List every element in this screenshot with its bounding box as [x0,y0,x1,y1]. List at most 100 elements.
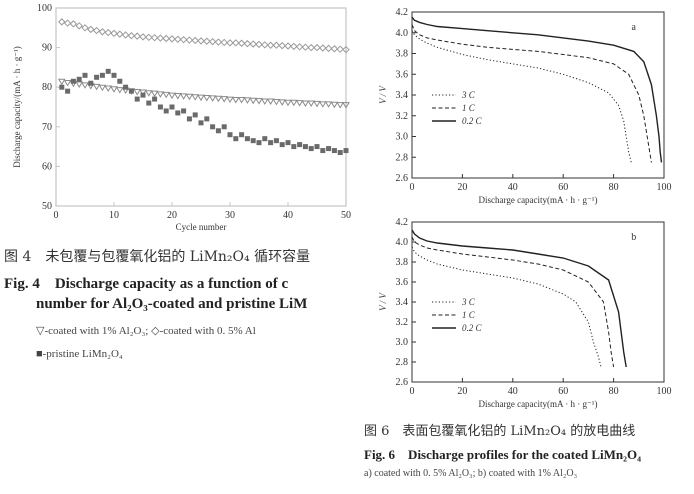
fig6b-x-tick-label: 80 [609,386,619,397]
fig4-point-square [186,116,192,122]
fig4-point-triangle [110,86,118,93]
fig6a-x-tick-label: 60 [558,182,568,193]
fig4-point-square [239,132,245,138]
fig4-x-axis-label: Cycle number [176,222,227,232]
fig4-point-triangle [289,99,298,107]
fig4-point-diamond [324,44,333,53]
fig4-point-square [273,138,279,144]
fig4-point-diamond [75,22,83,30]
fig6a-y-tick-label: 3.4 [396,90,409,101]
fig6-caption-zh: 图 6 表面包覆氧化铝的 LiMn₂O₄ 的放电曲线 [364,424,636,439]
fig4-point-diamond [121,31,130,39]
fig4-point-triangle [185,93,194,101]
fig6b-legend-label: 3 C [461,297,476,307]
fig4-point-triangle [115,87,124,94]
fig4-point-triangle [197,94,205,102]
fig4-point-diamond [255,40,263,49]
fig4-point-square [268,140,274,146]
fig4-point-square [204,116,210,122]
fig6b-x-tick-label: 60 [558,386,568,397]
fig4-point-diamond [290,42,298,51]
fig6b-series-dotted [411,246,602,368]
fig4-point-square [233,136,239,142]
fig4-point-diamond [156,34,165,42]
fig6a-panel-label: a [632,22,637,33]
fig4-point-triangle [150,90,159,98]
fig4-point-diamond [307,43,315,52]
fig6a-x-axis-label: Discharge capacity(mA · h · g⁻¹) [479,195,598,205]
fig4-point-diamond [191,36,199,45]
fig4-y-tick-label: 100 [37,3,52,14]
fig4-point-diamond [278,41,286,50]
fig4-y-tick-label: 50 [42,201,52,212]
fig4-point-diamond [81,24,89,32]
fig4-point-diamond [266,41,275,49]
fig4-point-triangle [156,91,165,98]
fig4-point-square [111,72,117,78]
fig4-point-square [88,80,94,86]
fig4-point-square [343,148,349,154]
fig4-point-triangle [144,90,153,97]
fig4-point-diamond [174,35,182,43]
fig4-caption-en-line1: Fig. 4 Discharge capacity as a function … [4,276,289,292]
fig6b-panel-label: b [631,232,636,243]
fig4-point-diamond [214,38,223,46]
fig4-point-square [157,104,163,110]
fig4-point-square [221,124,227,130]
fig4-point-triangle [278,99,287,106]
fig6b-y-tick-label: 2.6 [396,377,409,388]
fig4-point-square [227,132,233,138]
fig6b-x-tick-label: 40 [508,386,518,397]
fig4-point-square [244,136,250,142]
fig4-point-square [128,88,134,94]
fig4-point-diamond [197,37,205,45]
fig4-point-square [314,144,320,150]
fig4-y-tick-label: 80 [42,82,52,93]
fig4-point-square [279,142,285,148]
fig4-point-square [320,148,326,154]
fig6a-chart: 0 20 40 60 80 100 2.6 2.8 3.0 3.2 3.4 3.6 3.8 4.0 4.2 D… [378,7,672,205]
fig4-point-square [169,104,175,110]
fig4-point-triangle [266,98,275,106]
fig6b-chart: 0 20 40 60 80 100 2.6 2.8 3.0 3.2 3.4 3.6 3.8 4.0 4.2 D… [378,217,672,409]
fig4-point-diamond [330,45,339,53]
fig6a-y-tick-label: 3.6 [396,69,409,80]
fig4-point-diamond [237,39,246,47]
fig4-point-triangle [260,98,269,106]
fig6a-series-dotted [411,30,632,163]
fig4-point-triangle [133,89,142,96]
fig4-point-square [94,74,100,80]
fig6b-legend-label: 1 C [462,310,476,320]
fig4-point-diamond [232,39,240,47]
fig6b-x-axis-label: Discharge capacity(mA · h · g⁻¹) [479,399,598,409]
fig4-point-triangle [255,98,263,105]
fig6-subcaption: a) coated with 0. 5% Al₂O₃; b) coated wi… [364,468,578,479]
fig4-point-diamond [110,29,118,38]
fig4-point-triangle [318,101,327,108]
fig4-point-square [123,84,129,90]
fig4-x-tick-label: 30 [225,210,235,221]
fig4-point-square [337,150,343,156]
fig4-point-triangle [162,91,171,99]
fig4-point-diamond [301,43,310,51]
fig4-x-tick-label: 20 [167,210,177,221]
fig4-point-triangle [295,100,304,107]
fig4-point-triangle [57,78,66,86]
fig4-point-diamond [87,25,95,34]
fig4-caption-en-line2: number for Al₂O₃-coated and pristine LiM [36,296,308,312]
fig6a-series-dashed [411,24,652,163]
fig4-point-diamond [226,39,234,47]
fig4-point-diamond [58,18,66,26]
fig6b-y-tick-label: 3.2 [396,317,409,328]
fig4-point-triangle [272,98,281,106]
fig6-caption-en: Fig. 6 Discharge profiles for the coated… [364,447,642,462]
fig6a-y-tick-label: 4.2 [396,7,409,18]
fig4-point-square [285,140,291,146]
fig4-point-diamond [284,42,292,50]
fig4-point-square [302,144,308,150]
fig4-point-diamond [249,40,257,48]
fig4-point-triangle [139,89,147,96]
fig6b-y-tick-label: 3.8 [396,257,409,268]
fig4-legend-line2: ■-pristine LiMn₂O₄ [36,348,123,360]
fig4-y-axis-label: Discharge capacity/(mA · h · g⁻¹) [12,46,22,168]
